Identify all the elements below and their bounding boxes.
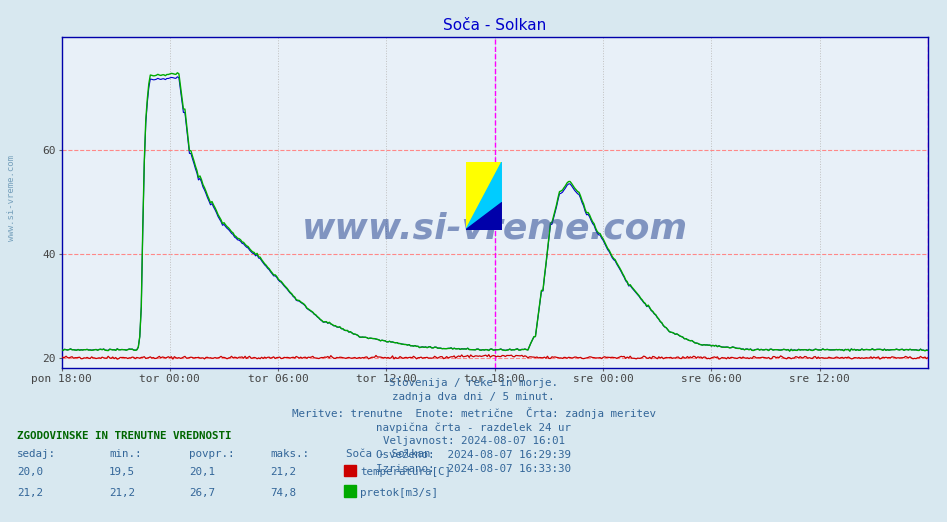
Text: pretok[m3/s]: pretok[m3/s] [360,488,438,498]
Text: 74,8: 74,8 [270,488,295,498]
Polygon shape [466,203,502,230]
Text: 26,7: 26,7 [189,488,215,498]
Text: 21,2: 21,2 [17,488,43,498]
Text: temperatura[C]: temperatura[C] [360,467,451,477]
Polygon shape [466,162,502,230]
Text: sedaj:: sedaj: [17,449,56,459]
Text: povpr.:: povpr.: [189,449,235,459]
Text: www.si-vreme.com: www.si-vreme.com [7,156,16,241]
Title: Soča - Solkan: Soča - Solkan [443,18,546,32]
Text: Slovenija / reke in morje.
zadnja dva dni / 5 minut.
Meritve: trenutne  Enote: m: Slovenija / reke in morje. zadnja dva dn… [292,378,655,473]
Polygon shape [466,162,502,230]
Text: www.si-vreme.com: www.si-vreme.com [302,212,688,246]
Text: maks.:: maks.: [270,449,309,459]
Text: 19,5: 19,5 [109,467,134,477]
Text: min.:: min.: [109,449,141,459]
Text: Soča - Solkan: Soča - Solkan [346,449,430,459]
Text: ZGODOVINSKE IN TRENUTNE VREDNOSTI: ZGODOVINSKE IN TRENUTNE VREDNOSTI [17,431,232,441]
Text: 20,0: 20,0 [17,467,43,477]
Text: 21,2: 21,2 [270,467,295,477]
Text: 21,2: 21,2 [109,488,134,498]
Text: 20,1: 20,1 [189,467,215,477]
